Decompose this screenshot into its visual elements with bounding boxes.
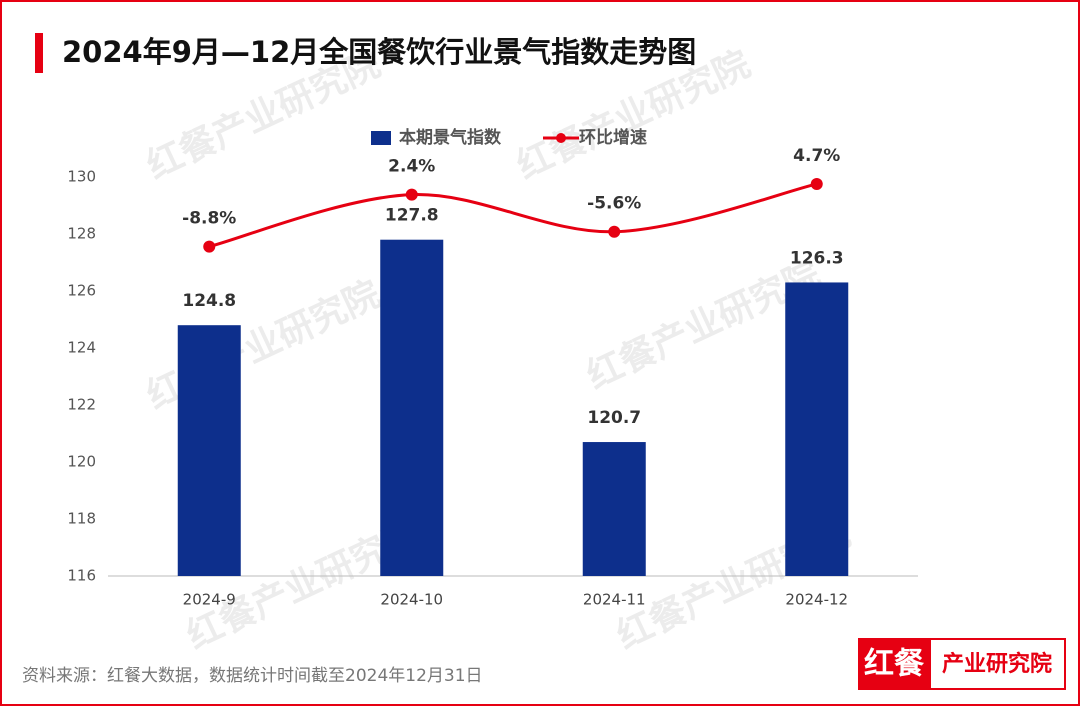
bar-value-label: 126.3	[790, 248, 844, 268]
logo-left: 红餐	[864, 647, 925, 682]
bar	[582, 442, 646, 576]
y-tick-label: 116	[67, 567, 96, 585]
line	[208, 182, 818, 249]
bar	[785, 282, 849, 576]
legend-label: 本期景气指数	[399, 127, 502, 148]
line-value-label: 4.7%	[793, 146, 840, 166]
source-note: 资料来源：红餐大数据，数据统计时间截至2024年12月31日	[22, 666, 483, 686]
x-tick-label: 2024-11	[583, 591, 646, 609]
line-value-label: -8.8%	[182, 209, 236, 229]
y-tick-label: 126	[67, 282, 96, 300]
bar	[380, 239, 444, 576]
x-tick-label: 2024-12	[785, 591, 848, 609]
title-accent	[35, 33, 43, 73]
legend-label: 环比增速	[579, 127, 647, 148]
bar-value-label: 120.7	[587, 408, 641, 428]
bar-value-label: 127.8	[385, 206, 439, 226]
y-tick-label: 118	[67, 510, 96, 528]
line-point	[405, 188, 418, 201]
y-tick-label: 122	[67, 396, 96, 414]
y-tick-label: 128	[67, 225, 96, 243]
legend-swatch	[371, 131, 391, 145]
logo-right: 产业研究院	[942, 651, 1052, 677]
logo-left-box	[858, 638, 930, 690]
y-tick-label: 124	[67, 339, 96, 357]
line-value-label: -5.6%	[587, 194, 641, 214]
chart-title: 2024年9月—12月全国餐饮行业景气指数走势图	[62, 35, 696, 69]
bar-value-label: 124.8	[182, 291, 236, 311]
y-tick-label: 120	[67, 453, 96, 471]
line-point	[203, 240, 216, 253]
x-tick-label: 2024-9	[183, 591, 236, 609]
line-value-label: 2.4%	[388, 157, 435, 177]
line-point	[810, 177, 823, 190]
x-tick-label: 2024-10	[380, 591, 443, 609]
line-point	[608, 225, 621, 238]
logo-right-box	[929, 638, 1066, 690]
y-tick-label: 130	[67, 168, 96, 186]
legend-swatch	[556, 133, 566, 143]
bar	[177, 325, 241, 576]
